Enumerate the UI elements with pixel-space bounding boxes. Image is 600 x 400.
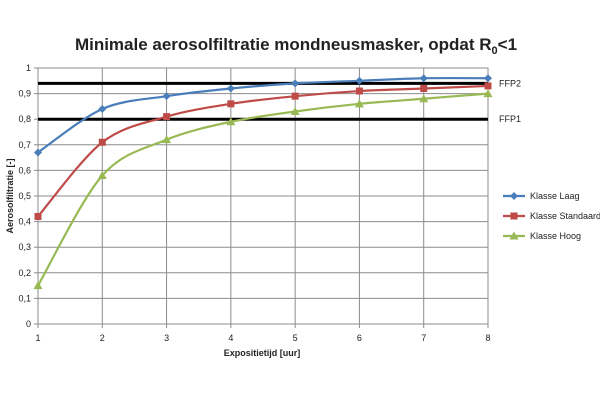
- y-tick-label: 1: [26, 63, 31, 73]
- data-point-klasse-laag: [226, 84, 235, 93]
- y-tick-label: 0,1: [18, 293, 31, 303]
- y-axis-label: Aerosolfiltratie [-]: [5, 158, 15, 233]
- data-point-klasse-laag: [162, 92, 171, 101]
- chart-title-main: Minimale aerosolfiltratie mondneusmasker…: [75, 35, 492, 54]
- data-point-klasse-laag: [484, 74, 492, 83]
- data-point-klasse-standaard: [355, 87, 363, 95]
- data-point-klasse-hoog: [483, 89, 493, 98]
- legend: Klasse Laag Klasse Standaard Klasse Hoog: [503, 191, 600, 241]
- legend-item-klasse-standaard: Klasse Standaard: [503, 211, 600, 221]
- legend-swatch-marker: [509, 231, 519, 240]
- y-tick-label: 0,3: [18, 242, 31, 252]
- x-tick-label: 3: [164, 333, 169, 343]
- data-point-klasse-laag: [34, 148, 42, 157]
- data-point-klasse-laag: [291, 79, 300, 88]
- chart-title-subscript: 0: [492, 45, 498, 57]
- data-point-klasse-hoog: [419, 94, 429, 103]
- x-tick-label: 8: [485, 333, 490, 343]
- data-point-klasse-standaard: [227, 100, 235, 108]
- data-point-klasse-laag: [419, 74, 428, 83]
- data-point-klasse-standaard: [98, 138, 106, 146]
- x-axis-label: Expositietijd [uur]: [224, 348, 301, 358]
- y-tick-labels: 0 0,1 0,2 0,3 0,4 0,5 0,6 0,7 0,8 0,9 1: [18, 63, 31, 329]
- y-tick-label: 0,2: [18, 268, 31, 278]
- series-layer: [33, 74, 493, 290]
- legend-label: Klasse Hoog: [530, 231, 581, 241]
- data-point-klasse-hoog: [33, 281, 43, 290]
- data-point-klasse-hoog: [354, 99, 364, 108]
- data-point-klasse-laag: [355, 76, 364, 85]
- y-tick-label: 0,9: [18, 89, 31, 99]
- x-tick-label: 7: [421, 333, 426, 343]
- y-tick-label: 0,7: [18, 140, 31, 150]
- data-point-klasse-hoog: [162, 135, 172, 144]
- y-tick-label: 0,4: [18, 217, 31, 227]
- y-tick-label: 0,6: [18, 165, 31, 175]
- y-tick-label: 0,8: [18, 114, 31, 124]
- data-point-klasse-hoog: [290, 107, 300, 116]
- legend-label: Klasse Laag: [530, 191, 580, 201]
- y-tick-label: 0,5: [18, 191, 31, 201]
- reference-lines: FFP2 FFP1: [38, 78, 521, 124]
- data-point-klasse-standaard: [34, 212, 42, 220]
- legend-item-klasse-laag: Klasse Laag: [503, 191, 580, 201]
- data-point-klasse-standaard: [484, 82, 492, 90]
- data-point-klasse-laag: [98, 104, 107, 113]
- reference-label-ffp1: FFP1: [499, 114, 521, 124]
- x-tick-labels: 1 2 3 4 5 6 7 8: [35, 333, 490, 343]
- series-klasse-hoog: [33, 89, 493, 290]
- reference-label-ffp2: FFP2: [499, 78, 521, 88]
- data-point-klasse-standaard: [420, 84, 428, 92]
- x-tick-label: 1: [35, 333, 40, 343]
- series-klasse-laag: [34, 74, 492, 157]
- x-tick-label: 2: [100, 333, 105, 343]
- data-point-klasse-hoog: [226, 117, 236, 126]
- data-point-klasse-standaard: [163, 113, 171, 121]
- x-tick-label: 4: [228, 333, 233, 343]
- data-point-klasse-hoog: [97, 171, 107, 180]
- x-tick-label: 5: [293, 333, 298, 343]
- data-point-klasse-standaard: [291, 92, 299, 100]
- legend-swatch-marker: [510, 192, 518, 200]
- legend-swatch-marker: [510, 212, 518, 220]
- series-line-klasse-laag: [37, 76, 489, 154]
- legend-label: Klasse Standaard: [530, 211, 600, 221]
- x-tick-label: 6: [357, 333, 362, 343]
- legend-item-klasse-hoog: Klasse Hoog: [503, 231, 581, 241]
- y-tick-label: 0: [26, 319, 31, 329]
- series-klasse-standaard: [34, 82, 492, 220]
- chart-title-tail: <1: [498, 35, 517, 54]
- chart-title: Minimale aerosolfiltratie mondneusmasker…: [75, 35, 517, 57]
